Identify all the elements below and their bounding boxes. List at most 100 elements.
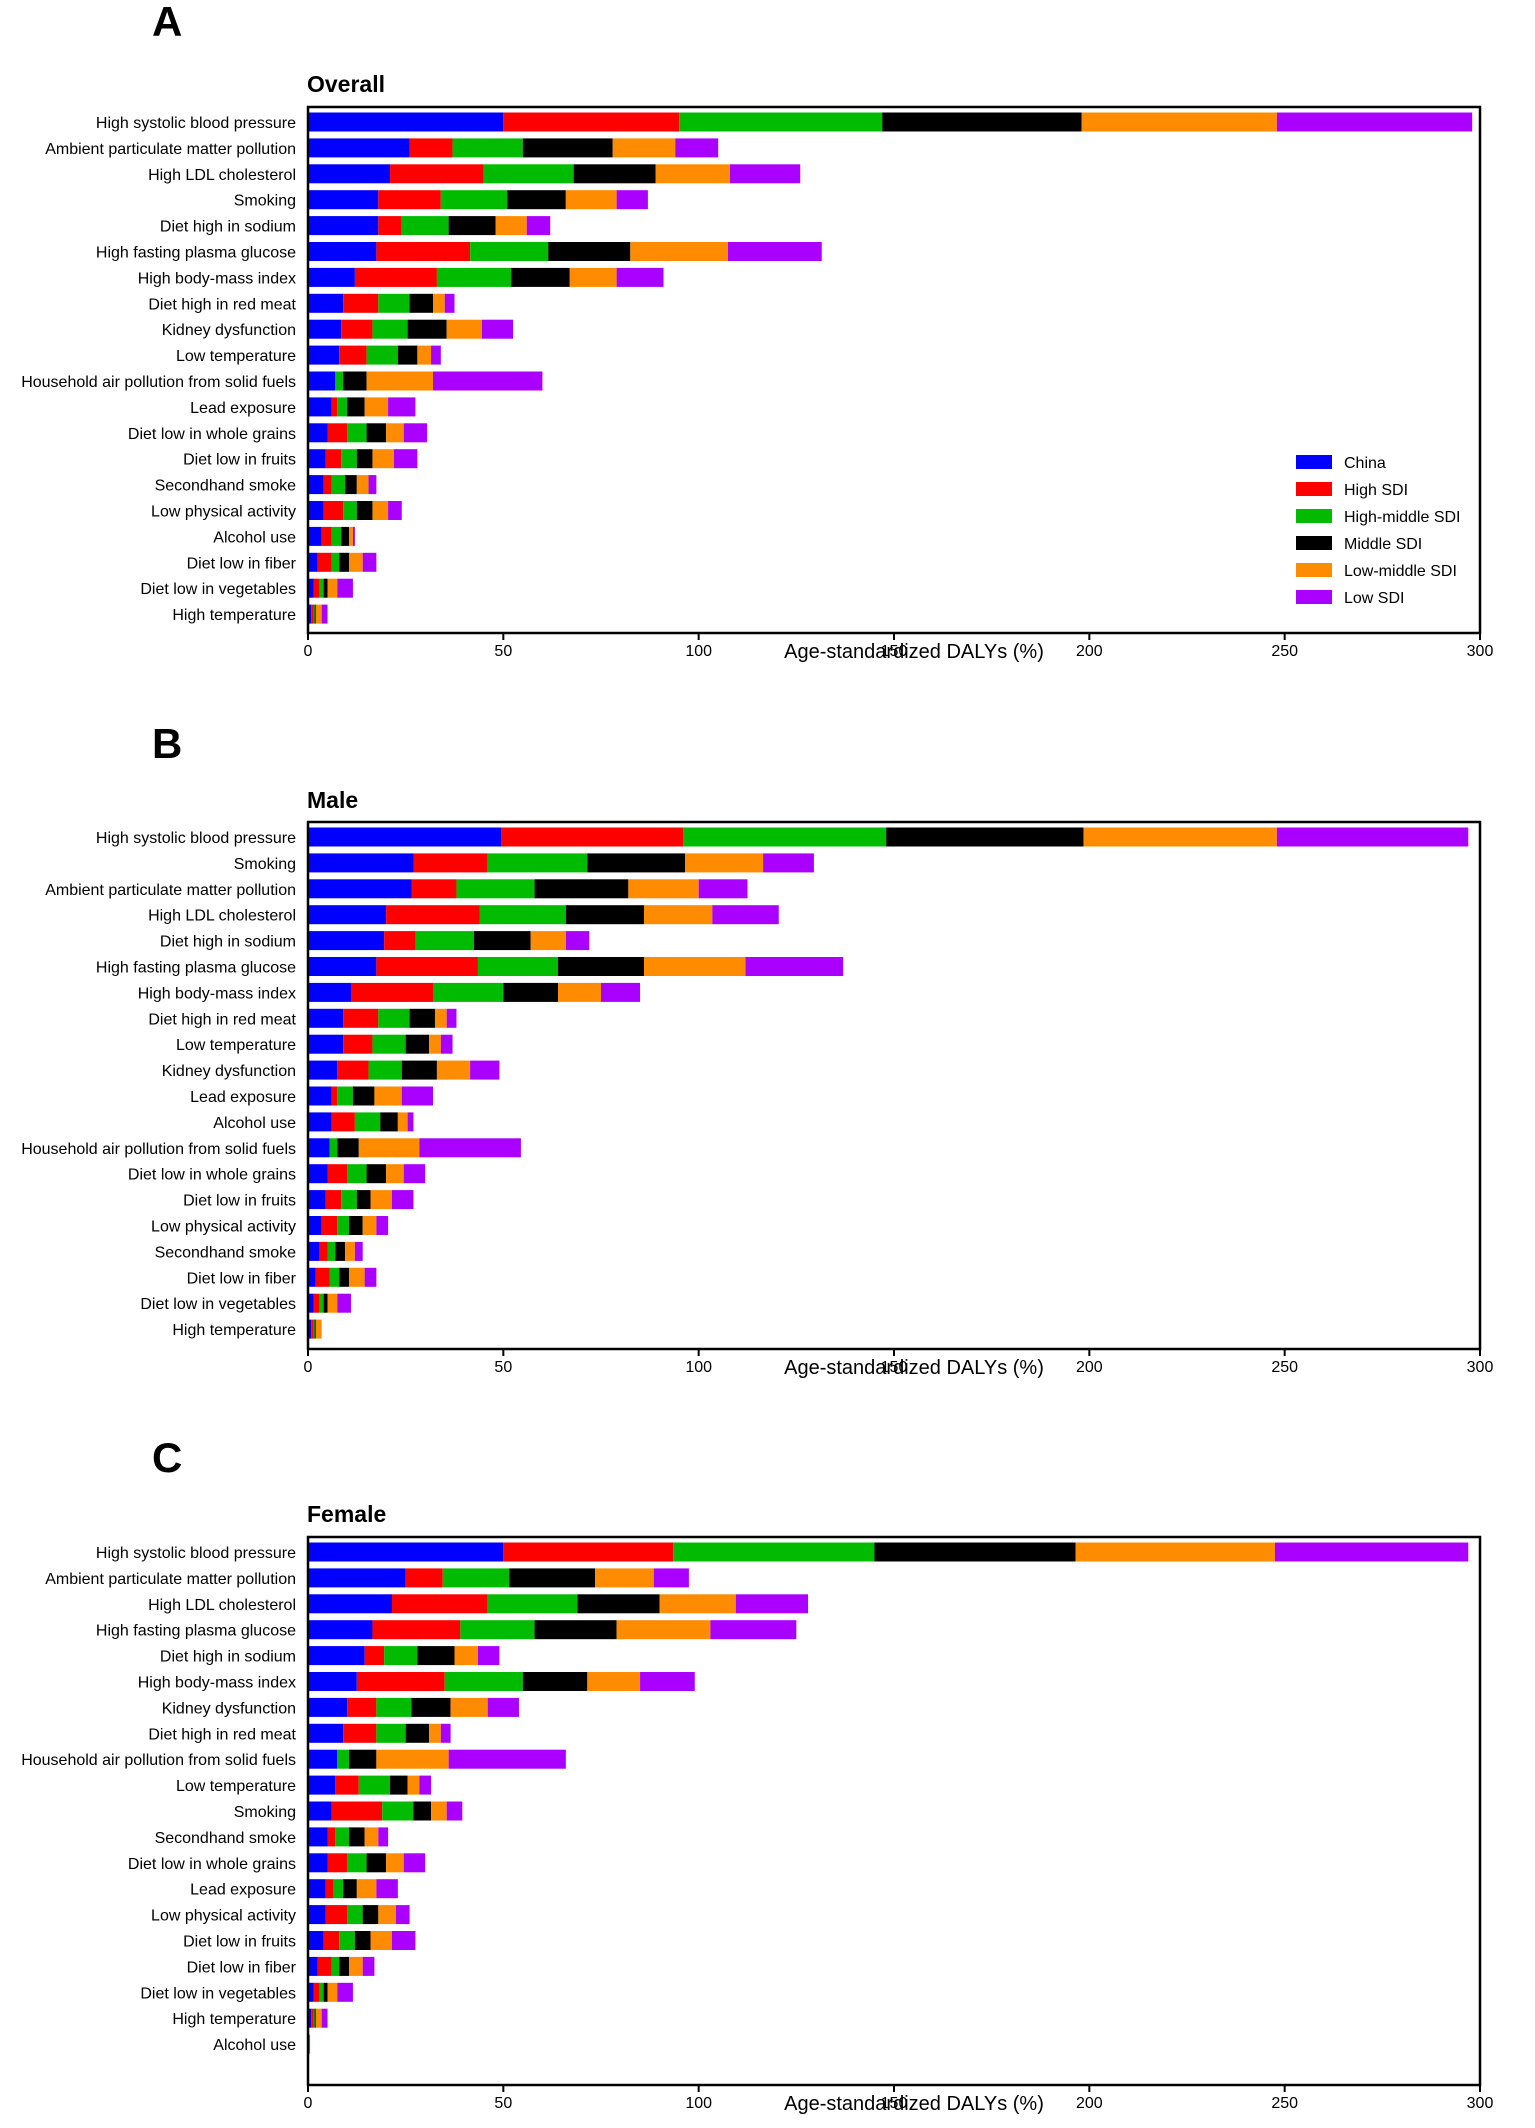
bar-segment bbox=[331, 397, 338, 417]
category-label: Diet low in whole grains bbox=[128, 1856, 296, 1873]
bar-segment bbox=[362, 1956, 375, 1976]
bar-segment bbox=[308, 319, 342, 339]
bar-segment bbox=[407, 1112, 414, 1132]
bar-segment bbox=[444, 293, 455, 313]
bar-segment bbox=[587, 1672, 641, 1691]
bar-segment bbox=[327, 423, 348, 443]
bar-segment bbox=[417, 345, 432, 365]
bar-segment bbox=[378, 293, 410, 313]
bar-segment bbox=[419, 1775, 432, 1795]
bar-segment bbox=[395, 1905, 410, 1925]
category-label: Diet high in red meat bbox=[148, 1726, 296, 1743]
bar-segment bbox=[308, 1060, 338, 1080]
category-label: Diet low in whole grains bbox=[128, 426, 296, 443]
legend-swatch bbox=[1296, 509, 1332, 523]
bar-segment bbox=[308, 501, 324, 520]
bar-segment bbox=[352, 1086, 375, 1106]
bar-segment bbox=[321, 2008, 328, 2028]
bar-segment bbox=[1081, 112, 1277, 132]
legend: China High SDI High-middle SDI Middle SDI Lo… bbox=[1296, 455, 1460, 607]
category-label: Diet low in whole grains bbox=[128, 1167, 296, 1184]
chart-title: Male bbox=[307, 787, 358, 813]
bar-segment bbox=[643, 905, 713, 925]
category-label: Alcohol use bbox=[213, 2037, 296, 2054]
bar-segment bbox=[327, 1853, 348, 1873]
bar-segment bbox=[380, 1112, 398, 1132]
category-label: Lead exposure bbox=[190, 1089, 296, 1106]
bar-segment bbox=[433, 371, 543, 391]
bar-segment bbox=[335, 1827, 350, 1847]
bar-segment bbox=[308, 982, 351, 1002]
bar-segment bbox=[339, 345, 367, 365]
bar-segment bbox=[372, 1034, 406, 1054]
bar-segment bbox=[384, 1646, 418, 1666]
bar-segment bbox=[308, 138, 410, 158]
bar-segment bbox=[376, 1879, 398, 1899]
bar-segment bbox=[362, 1905, 379, 1925]
bar-segment bbox=[372, 1620, 461, 1640]
category-label: High systolic blood pressure bbox=[96, 1545, 296, 1562]
bar-segment bbox=[565, 931, 590, 951]
x-tick-label: 100 bbox=[685, 1359, 712, 1376]
bar-segment bbox=[470, 1060, 500, 1080]
category-label: Ambient particulate matter pollution bbox=[45, 141, 296, 158]
category-label: High temperature bbox=[172, 607, 296, 624]
bar-segment bbox=[643, 957, 746, 976]
bar-segment bbox=[345, 475, 357, 495]
bar-segment bbox=[487, 1594, 578, 1614]
bar-segment bbox=[368, 1060, 402, 1080]
bar-segment bbox=[308, 1723, 344, 1743]
x-tick-label: 300 bbox=[1467, 1359, 1494, 1376]
x-axis-label: Age-standardized DALYs (%) bbox=[784, 1357, 1044, 1379]
bar-segment bbox=[558, 957, 644, 976]
x-tick-label: 0 bbox=[304, 2095, 313, 2112]
bar-segment bbox=[329, 1267, 340, 1287]
category-label: Diet high in red meat bbox=[148, 1011, 296, 1028]
bar-segment bbox=[347, 1697, 377, 1717]
bar-segment bbox=[308, 1982, 314, 2002]
bar-segment bbox=[509, 1568, 596, 1588]
bar-segment bbox=[308, 1138, 330, 1158]
x-tick-label: 50 bbox=[494, 1359, 512, 1376]
bar-segment bbox=[337, 1293, 351, 1313]
bar-segment bbox=[407, 1775, 420, 1795]
bar-segment bbox=[314, 2008, 316, 2028]
bar-segment bbox=[378, 1905, 396, 1925]
bar-segment bbox=[403, 423, 428, 443]
bar-segment bbox=[474, 931, 531, 951]
bar-segment bbox=[630, 242, 728, 261]
bar-segment bbox=[308, 1697, 348, 1717]
category-label: Diet high in red meat bbox=[148, 296, 296, 313]
bar-segment bbox=[308, 190, 379, 210]
category-label: Alcohol use bbox=[213, 529, 296, 546]
bar-segment bbox=[612, 138, 676, 158]
x-tick-label: 100 bbox=[685, 643, 712, 660]
x-tick-label: 250 bbox=[1271, 643, 1298, 660]
bar-segment bbox=[683, 827, 887, 847]
bar-segment bbox=[356, 501, 373, 520]
bar-segment bbox=[452, 138, 523, 158]
category-label: Secondhand smoke bbox=[155, 1244, 297, 1261]
bar-segment bbox=[409, 1008, 435, 1028]
bar-segment bbox=[382, 1801, 414, 1821]
bar-segment bbox=[1083, 827, 1277, 847]
bar-segment bbox=[308, 957, 377, 976]
plot-frame bbox=[306, 820, 1482, 1351]
bar-segment bbox=[325, 1879, 334, 1899]
bar-segment bbox=[323, 1982, 328, 2002]
bar-segment bbox=[343, 1723, 377, 1743]
bar-segment bbox=[477, 1646, 500, 1666]
category-label: Diet high in sodium bbox=[160, 1649, 296, 1666]
category-label: High LDL cholesterol bbox=[148, 1597, 296, 1614]
category-label: Household air pollution from solid fuels bbox=[21, 1752, 296, 1769]
bar-segment bbox=[522, 138, 613, 158]
bar-segment bbox=[679, 112, 883, 132]
bar-segment bbox=[343, 501, 357, 520]
panel-letter: C bbox=[152, 1434, 182, 1481]
bar-segment bbox=[364, 397, 389, 417]
panel-c: C Female High systolic blood pressure Ambie… bbox=[21, 1434, 1493, 2115]
bar-segment bbox=[349, 1956, 363, 1976]
bar-segment bbox=[308, 267, 355, 287]
bar-segment bbox=[308, 931, 385, 951]
bar-segment bbox=[569, 267, 617, 287]
